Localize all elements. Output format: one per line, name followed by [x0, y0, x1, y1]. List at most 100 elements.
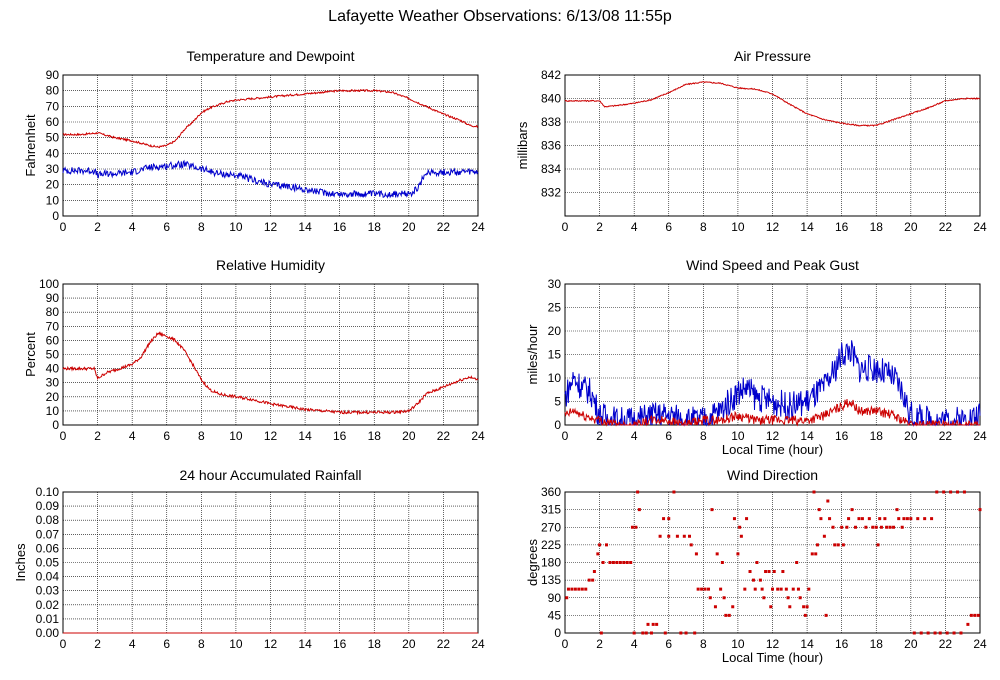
x-tick-label: 12 — [264, 429, 278, 443]
x-tick-label: 20 — [904, 220, 918, 234]
plot-frame — [62, 283, 479, 426]
data-point — [743, 587, 747, 591]
data-point — [636, 490, 640, 494]
x-tick-label: 14 — [800, 637, 814, 651]
y-tick-label: 0.01 — [36, 612, 60, 626]
x-axis-label: Local Time (hour) — [722, 650, 823, 665]
y-tick-label: 0 — [554, 626, 561, 640]
x-tick-label: 18 — [870, 637, 884, 651]
x-tick-label: 20 — [402, 220, 416, 234]
data-point — [822, 534, 826, 538]
data-point — [826, 499, 830, 503]
data-point — [688, 534, 691, 538]
data-point — [689, 543, 693, 547]
x-tick-label: 0 — [562, 220, 569, 234]
data-point — [824, 613, 828, 617]
x-tick-label: 10 — [731, 637, 745, 651]
data-point — [788, 605, 792, 609]
data-point — [779, 587, 783, 591]
data-point — [919, 631, 923, 635]
x-tick-label: 8 — [198, 429, 205, 443]
x-tick-label: 16 — [333, 429, 347, 443]
data-point — [841, 543, 845, 547]
x-tick-label: 0 — [60, 429, 67, 443]
data-point — [587, 578, 591, 582]
y-tick-label: 15 — [548, 348, 562, 362]
y-axis-label: Percent — [23, 332, 38, 377]
data-point — [769, 605, 773, 609]
x-tick-label: 20 — [904, 429, 918, 443]
y-tick-label: 100 — [39, 277, 59, 291]
data-point — [713, 605, 717, 609]
x-tick-label: 2 — [596, 220, 603, 234]
data-point — [916, 517, 920, 521]
data-point — [781, 570, 785, 574]
series-line — [62, 331, 479, 416]
x-tick-label: 0 — [60, 637, 67, 651]
data-point — [658, 534, 662, 538]
data-point — [644, 631, 648, 635]
y-axis-label: degrees — [525, 539, 540, 586]
data-point — [772, 570, 776, 574]
x-tick-label: 2 — [94, 429, 101, 443]
data-point — [637, 508, 641, 512]
y-tick-label: 30 — [46, 162, 60, 176]
x-tick-label: 2 — [596, 637, 603, 651]
data-point — [625, 561, 629, 564]
data-point — [696, 587, 700, 591]
x-axis-label: Local Time (hour) — [722, 442, 823, 457]
data-point — [601, 561, 605, 564]
data-point — [814, 552, 818, 556]
data-point — [976, 613, 980, 617]
data-point — [615, 561, 619, 564]
data-point — [888, 525, 892, 529]
x-tick-label: 22 — [939, 429, 953, 443]
x-tick-label: 14 — [298, 220, 312, 234]
y-tick-label: 842 — [541, 68, 561, 82]
data-point — [634, 525, 638, 529]
x-tick-label: 24 — [471, 637, 485, 651]
x-tick-label: 18 — [368, 637, 382, 651]
data-point — [738, 525, 742, 529]
x-tick-label: 6 — [163, 220, 170, 234]
y-tick-label: 20 — [46, 178, 60, 192]
data-point — [767, 570, 771, 574]
data-point — [694, 552, 698, 556]
x-tick-label: 18 — [368, 220, 382, 234]
x-tick-label: 14 — [298, 637, 312, 651]
x-tick-label: 10 — [731, 220, 745, 234]
data-point — [570, 587, 574, 591]
data-point — [879, 525, 883, 529]
data-point — [727, 613, 731, 617]
data-point — [679, 631, 683, 635]
x-tick-label: 4 — [631, 429, 638, 443]
data-point — [876, 543, 880, 547]
data-point — [857, 517, 861, 521]
x-tick-label: 16 — [333, 220, 347, 234]
x-tick-label: 6 — [163, 429, 170, 443]
y-tick-label: 0.06 — [36, 541, 60, 555]
data-point — [748, 570, 752, 574]
y-tick-label: 0.09 — [36, 499, 60, 513]
plot-frame — [62, 74, 479, 217]
x-tick-label: 16 — [333, 637, 347, 651]
data-point — [736, 552, 740, 556]
x-tick-label: 12 — [766, 637, 780, 651]
data-point — [798, 596, 802, 600]
y-tick-label: 50 — [46, 348, 60, 362]
data-point — [715, 552, 719, 556]
data-point — [608, 561, 612, 564]
y-tick-label: 0 — [52, 209, 59, 223]
data-point — [807, 587, 811, 591]
series-line — [564, 81, 981, 127]
x-tick-label: 24 — [471, 220, 485, 234]
x-tick-label: 4 — [631, 220, 638, 234]
data-point — [795, 561, 799, 564]
data-point — [956, 490, 960, 494]
y-tick-label: 70 — [46, 319, 60, 333]
x-tick-label: 14 — [298, 429, 312, 443]
x-tick-label: 6 — [665, 429, 672, 443]
x-tick-label: 20 — [402, 429, 416, 443]
x-tick-label: 12 — [264, 637, 278, 651]
